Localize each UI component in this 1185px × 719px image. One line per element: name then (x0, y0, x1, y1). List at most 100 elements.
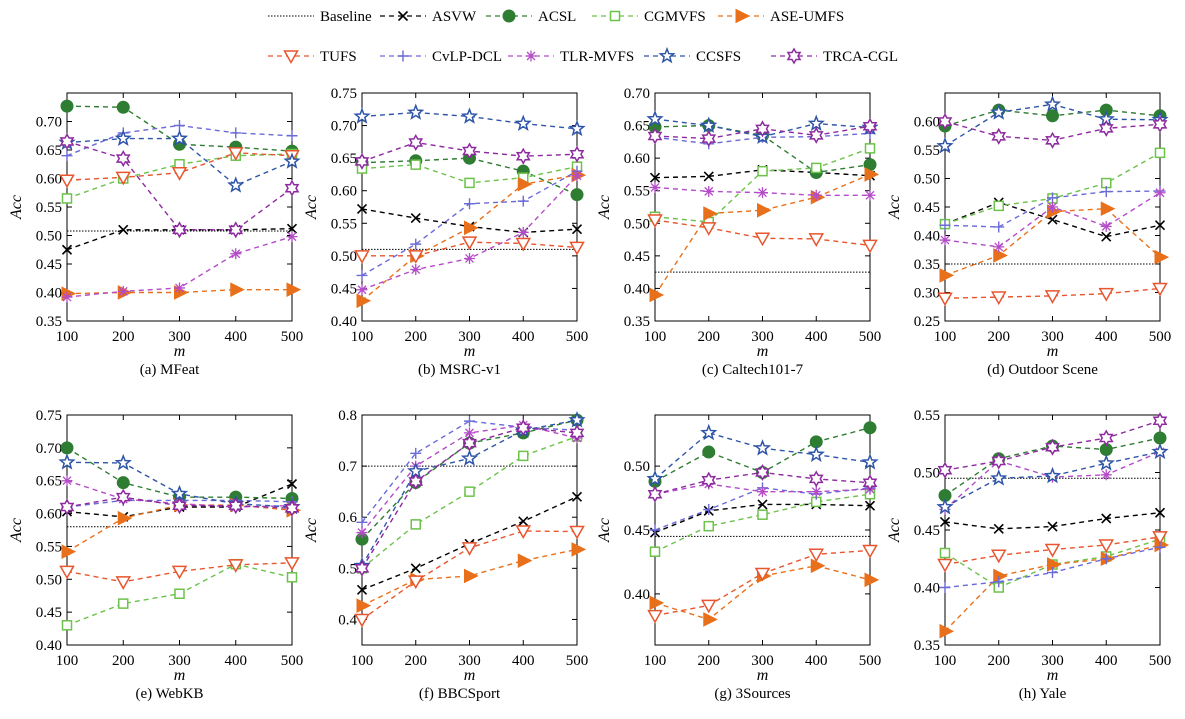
data-point (1100, 553, 1112, 565)
data-point (515, 147, 531, 165)
data-point (1098, 287, 1115, 302)
y-tick-label: 0.45 (624, 523, 650, 539)
data-point (807, 114, 825, 131)
data-point (571, 542, 587, 557)
y-tick-label: 0.70 (36, 441, 62, 457)
x-tick-label: 400 (225, 329, 248, 345)
series-tufs (354, 236, 585, 264)
panel-a-mfeat: 0.35 0.40 0.45 0.50 0.55 0.60 0.65 0.70 100 200 30… (8, 92, 304, 378)
data-point (1151, 442, 1169, 460)
series-trca-cgl (354, 419, 585, 577)
data-point (518, 516, 529, 527)
legend-label: CvLP-DCL (432, 49, 502, 65)
y-tick-label: 0.40 (914, 229, 940, 245)
x-tick-label: 100 (56, 329, 79, 345)
data-point (170, 484, 189, 502)
x-tick-label: 100 (644, 329, 667, 345)
legend-label: ASE-UMFS (770, 9, 844, 25)
legend-entry-trca-cgl: TRCA-CGL (771, 47, 898, 65)
series-line (361, 548, 578, 607)
data-point (408, 472, 424, 490)
data-point (861, 453, 879, 470)
data-point (755, 120, 770, 138)
y-tick-label: 0.50 (331, 249, 357, 265)
legend: Baseline ASVW ACSL CGMVFS ASE-UMFS TUFS CvLP-D… (268, 8, 898, 65)
data-point (703, 185, 715, 197)
y-tick-label: 0.55 (914, 143, 940, 159)
series-tufs (59, 557, 300, 590)
data-point (700, 116, 718, 133)
legend-label: TUFS (320, 49, 357, 65)
data-point (1043, 466, 1062, 484)
x-axis-label: m (174, 343, 186, 360)
legend-marker (525, 50, 537, 62)
y-axis-label: Acc (596, 518, 613, 543)
series-line (361, 420, 578, 523)
series-cvlp-dcl (939, 541, 1166, 593)
data-point (407, 103, 425, 120)
data-point (410, 238, 422, 250)
y-tick-label: 0.45 (36, 605, 62, 621)
data-point (174, 588, 185, 599)
y-axis-label: Acc (596, 195, 613, 220)
data-point (174, 119, 185, 131)
series-line (654, 493, 871, 553)
series-line (66, 227, 293, 251)
series-tlr-mvfs (649, 181, 876, 201)
panel-caption: (b) MSRC-v1 (418, 362, 501, 378)
data-point (649, 595, 665, 611)
panel-d-outdoor-scene: 0.25 0.30 0.35 0.40 0.45 0.50 0.55 0.60 100 200 30… (886, 92, 1172, 378)
data-point (1100, 201, 1116, 217)
y-axis-label: Acc (8, 195, 25, 220)
legend-entry-acsl: ACSL (486, 9, 576, 25)
y-tick-label: 0.55 (914, 408, 940, 424)
data-point (1154, 220, 1166, 231)
data-point (114, 453, 132, 471)
data-point (354, 152, 370, 170)
data-point (757, 202, 772, 218)
data-point (937, 558, 953, 573)
data-point (937, 461, 953, 479)
y-tick-label: 0.75 (331, 86, 357, 102)
x-axis-label: m (1047, 667, 1059, 684)
y-tick-label: 0.45 (914, 523, 940, 539)
x-tick-label: 200 (988, 329, 1011, 345)
data-point (1047, 567, 1058, 579)
legend-label: ACSL (538, 9, 576, 25)
data-point (286, 231, 298, 243)
data-point (1101, 231, 1112, 242)
data-point (115, 488, 131, 506)
x-tick-label: 500 (281, 329, 304, 345)
series-tufs (59, 147, 300, 189)
data-point (570, 188, 584, 202)
data-point (356, 284, 368, 296)
series-trca-cgl (647, 463, 878, 503)
data-point (408, 133, 424, 152)
data-point (172, 221, 187, 239)
data-point (1098, 119, 1114, 137)
series-line (66, 140, 293, 231)
data-point (990, 469, 1008, 486)
data-point (646, 469, 664, 487)
series-tlr-mvfs (61, 231, 298, 303)
panel-caption: (d) Outdoor Scene (987, 362, 1098, 378)
x-tick-label: 300 (751, 653, 774, 669)
data-point (864, 500, 876, 511)
data-point (515, 525, 532, 540)
data-point (61, 150, 73, 162)
data-point (354, 250, 370, 264)
data-point (993, 523, 1004, 534)
data-point (1152, 115, 1168, 133)
data-point (993, 200, 1004, 212)
x-tick-label: 200 (988, 653, 1011, 669)
data-point (286, 223, 298, 234)
data-point (227, 147, 244, 161)
data-point (407, 250, 424, 264)
series-tufs (354, 525, 585, 628)
data-point (993, 248, 1008, 263)
x-tick-label: 500 (1149, 329, 1172, 345)
legend-label: ASVW (432, 9, 477, 25)
x-tick-label: 200 (112, 329, 135, 345)
data-point (1097, 454, 1115, 471)
data-point (353, 107, 371, 124)
